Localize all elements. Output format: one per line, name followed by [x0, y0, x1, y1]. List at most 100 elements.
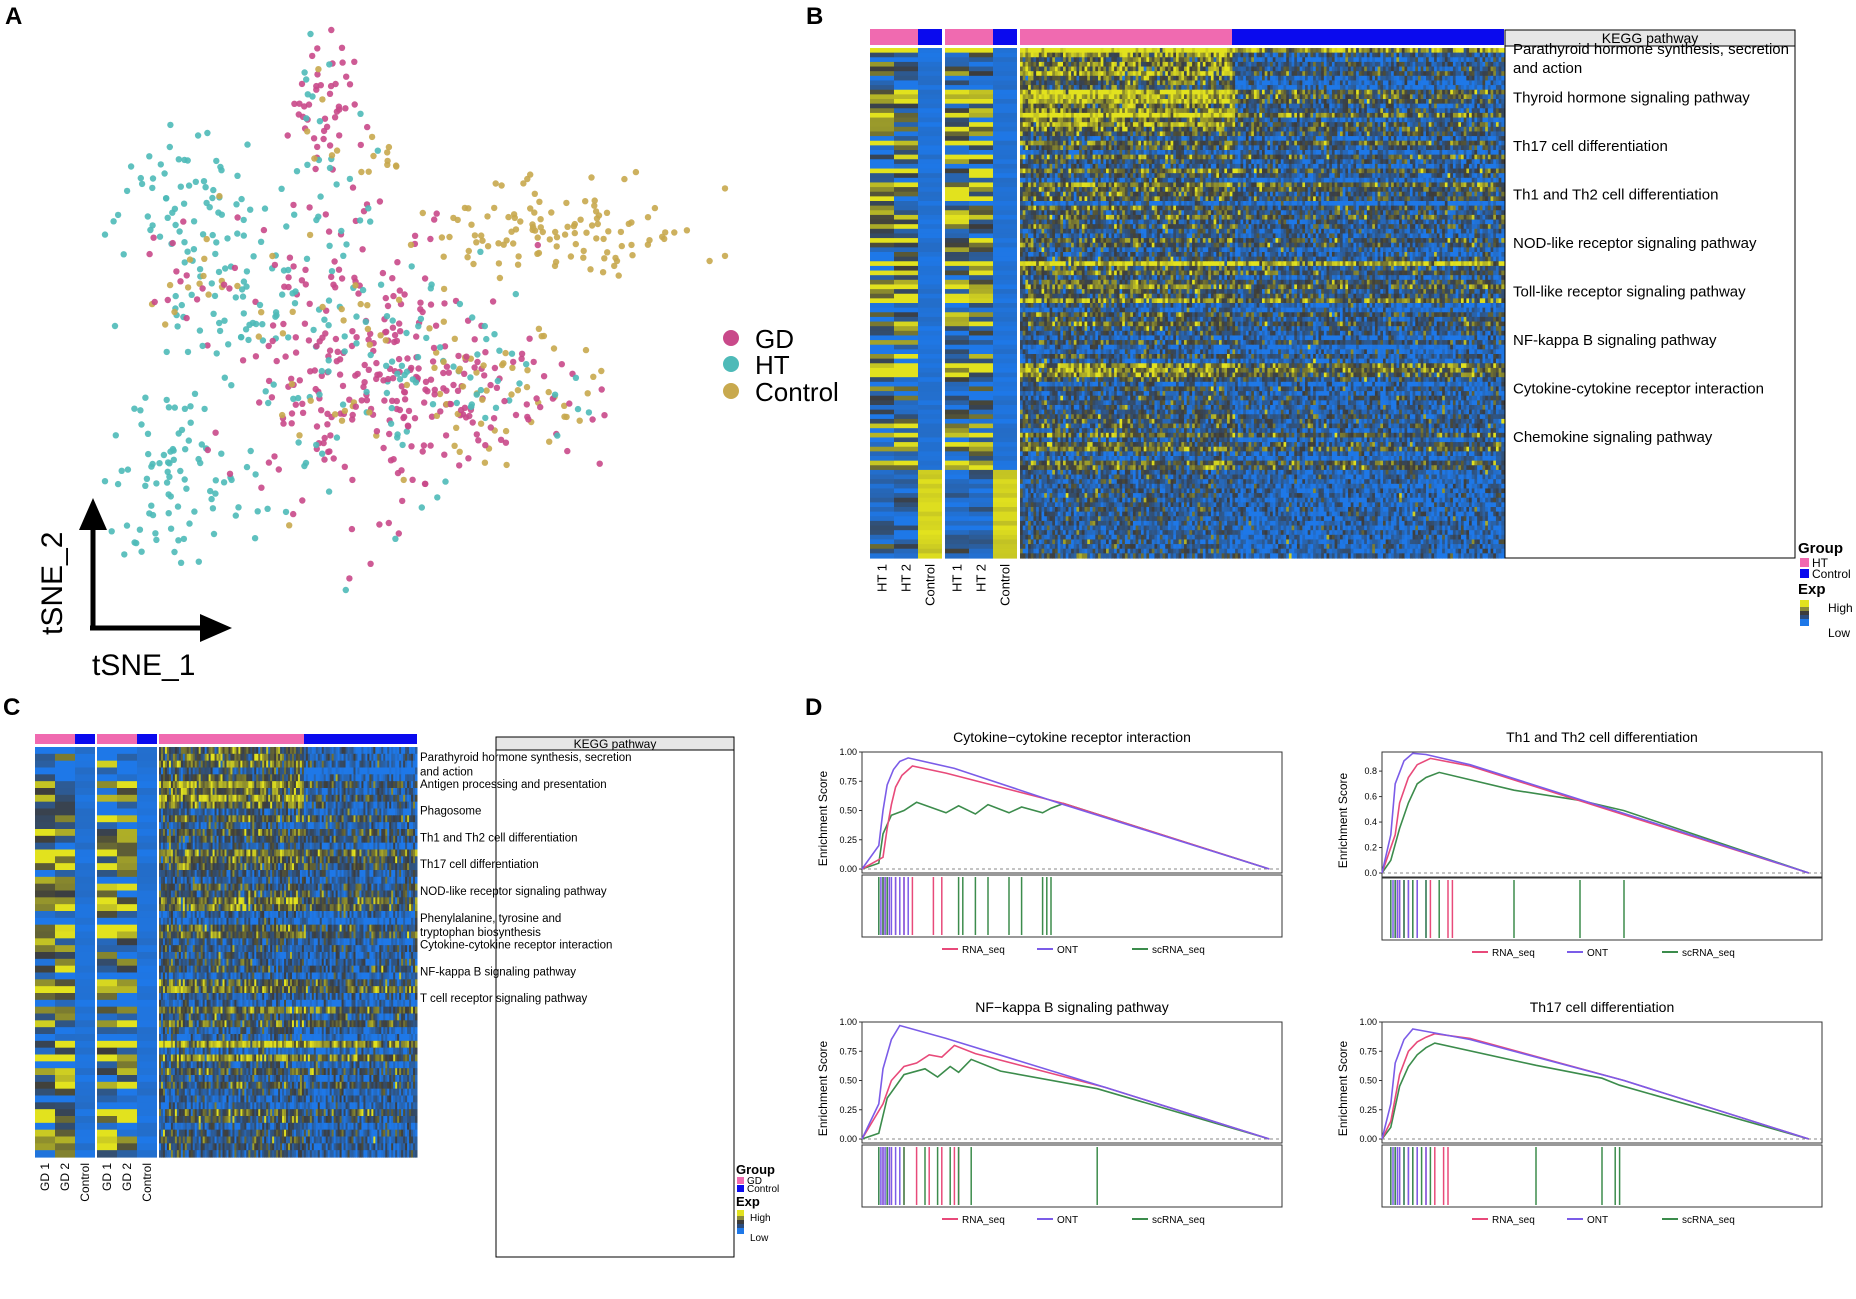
tsne-point-gd	[290, 263, 297, 270]
tsne-point-ht	[136, 526, 144, 533]
heat-cell	[918, 363, 942, 369]
heat-cell	[1022, 80, 1026, 86]
heat-cell	[1119, 112, 1123, 119]
heat-cell	[1111, 108, 1115, 114]
heat-cell	[1358, 122, 1362, 128]
heat-cell	[1474, 52, 1478, 58]
heat-cell	[1264, 117, 1268, 123]
heat-cell	[1495, 48, 1500, 54]
heat-cell	[1028, 117, 1032, 123]
heat-cell	[1079, 75, 1083, 82]
heat-cell	[894, 367, 918, 374]
heat-cell	[1076, 48, 1080, 54]
heat-cell	[1154, 52, 1158, 58]
heat-cell	[1194, 112, 1198, 119]
heat-cell	[1097, 126, 1102, 133]
heat-cell	[1299, 61, 1303, 68]
heat-cell	[1495, 103, 1500, 109]
heat-cell	[1315, 117, 1319, 123]
heat-cell	[1501, 99, 1505, 105]
tsne-point-gd	[394, 259, 401, 266]
heat-cell	[1106, 112, 1110, 119]
heat-cell	[1165, 122, 1169, 128]
heat-cell	[1323, 61, 1328, 68]
heat-cell	[1348, 108, 1352, 114]
heat-cell	[1049, 85, 1053, 91]
heat-cell	[894, 497, 918, 503]
heat-cell	[1318, 103, 1322, 109]
heat-cell	[1256, 75, 1260, 82]
heat-cell	[1141, 94, 1145, 100]
tsne-point-ht	[153, 480, 160, 487]
heat-cell	[1030, 48, 1034, 54]
heat-cell	[1216, 80, 1220, 86]
heat-cell	[1208, 94, 1212, 100]
tsne-point-ht	[394, 434, 401, 441]
heat-cell	[918, 122, 942, 128]
heat-cell	[1208, 66, 1212, 72]
heat-cell	[1444, 85, 1449, 91]
heat-cell	[1052, 66, 1056, 72]
tsne-point-control	[471, 232, 479, 239]
heat-cell	[1305, 48, 1309, 54]
tsne-point-gd	[314, 71, 321, 78]
heat-cell	[993, 289, 1017, 295]
heat-cell	[1022, 108, 1026, 114]
heat-cell	[1366, 52, 1371, 58]
heat-cell	[1321, 103, 1325, 109]
heat-cell	[1358, 126, 1362, 133]
heat-cell	[1294, 117, 1298, 123]
tsne-point-gd	[540, 373, 548, 380]
heat-cell	[894, 52, 918, 58]
heat-cell	[1020, 99, 1024, 105]
heat-cell	[1184, 71, 1188, 77]
tsne-point-control	[289, 308, 296, 315]
heat-cell	[1253, 75, 1258, 82]
heat-cell	[1119, 94, 1123, 100]
heat-cell	[993, 553, 1017, 559]
heat-cell	[1159, 75, 1164, 82]
heat-cell	[1151, 52, 1155, 58]
heat-cell	[870, 442, 894, 448]
heat-cell	[1221, 52, 1225, 58]
heat-cell	[1178, 126, 1182, 133]
heat-cell	[1178, 94, 1182, 100]
heat-cell	[1025, 89, 1029, 95]
heat-cell	[1356, 89, 1360, 95]
tsne-point-control	[564, 223, 571, 230]
heat-cell	[1251, 103, 1255, 109]
heat-cell	[1479, 75, 1483, 82]
heat-cell	[1079, 89, 1083, 95]
heat-cell	[1288, 99, 1293, 105]
heat-cell	[969, 312, 993, 318]
heat-cell	[945, 479, 969, 485]
heat-cell	[1455, 71, 1459, 77]
heat-cell	[1399, 89, 1403, 95]
heat-cell	[1401, 103, 1406, 109]
heat-cell	[1049, 89, 1053, 95]
heat-cell	[1388, 85, 1392, 91]
heat-cell	[1081, 117, 1086, 123]
heat-cell	[1253, 71, 1258, 77]
heat-cell	[1428, 99, 1432, 105]
heat-cell	[1366, 71, 1371, 77]
heat-cell	[1146, 66, 1150, 72]
heat-cell	[918, 544, 942, 550]
tsne-point-ht	[209, 194, 216, 202]
heat-cell	[870, 381, 894, 388]
heat-cell	[1498, 126, 1502, 133]
heat-cell	[1108, 66, 1112, 72]
heat-cell	[918, 228, 942, 235]
heat-cell	[1154, 103, 1158, 109]
heat-cell	[1315, 126, 1319, 133]
heat-cell	[1404, 48, 1408, 54]
heat-cell	[1342, 99, 1346, 105]
tsne-point-gd	[598, 386, 605, 393]
heat-cell	[1404, 80, 1408, 86]
tsne-point-ht	[506, 397, 513, 404]
heat-cell	[1299, 126, 1303, 133]
heat-cell	[1366, 66, 1371, 72]
heat-cell	[1434, 66, 1438, 72]
heat-cell	[1186, 80, 1190, 86]
heat-cell	[1439, 126, 1443, 133]
